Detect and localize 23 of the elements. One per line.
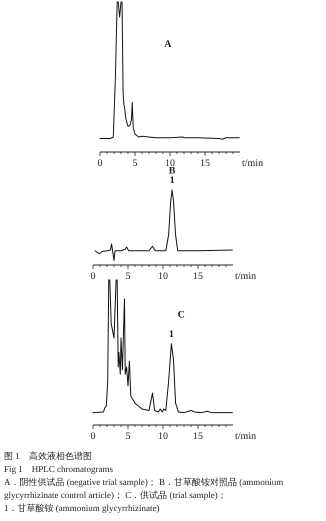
x-tick-label: 5 bbox=[126, 431, 130, 442]
x-axis-title: t/min bbox=[235, 431, 256, 442]
x-tick-label: 15 bbox=[200, 158, 210, 169]
text: C bbox=[178, 310, 185, 321]
text: 1．甘草酸铵 (ammonium glycyrrhizinate) bbox=[4, 502, 160, 515]
annotation: 1 bbox=[170, 175, 175, 186]
annotation: 1 bbox=[168, 328, 174, 340]
caption: Fig 1 HPLC chromatograms bbox=[4, 463, 114, 476]
x-tick-label: 15 bbox=[193, 431, 203, 442]
x-tick-label: 10 bbox=[158, 431, 168, 442]
x-tick-label: 5 bbox=[132, 158, 138, 169]
text: A．阴性供试品 (negative trial sample)； B．甘草酸铵对照品 (ammonium glycyrrhizinate control article)； C．供试品 (trial sample)； bbox=[4, 476, 284, 502]
text: A bbox=[164, 39, 172, 50]
x-tick-label: 0 bbox=[90, 271, 96, 282]
chart-title: B bbox=[168, 166, 176, 176]
x-tick-label: 0 bbox=[98, 158, 102, 169]
x-tick-label: 0 bbox=[90, 431, 96, 442]
x-axis-title: t/min bbox=[242, 158, 264, 169]
x-tick-label: 15 bbox=[193, 271, 203, 282]
x-axis-title: t/min bbox=[235, 271, 256, 282]
caption: 图 1 高效液相色谱图 bbox=[4, 450, 93, 463]
x-tick-label: 5 bbox=[126, 271, 130, 282]
x-tick-label: 10 bbox=[158, 271, 168, 282]
